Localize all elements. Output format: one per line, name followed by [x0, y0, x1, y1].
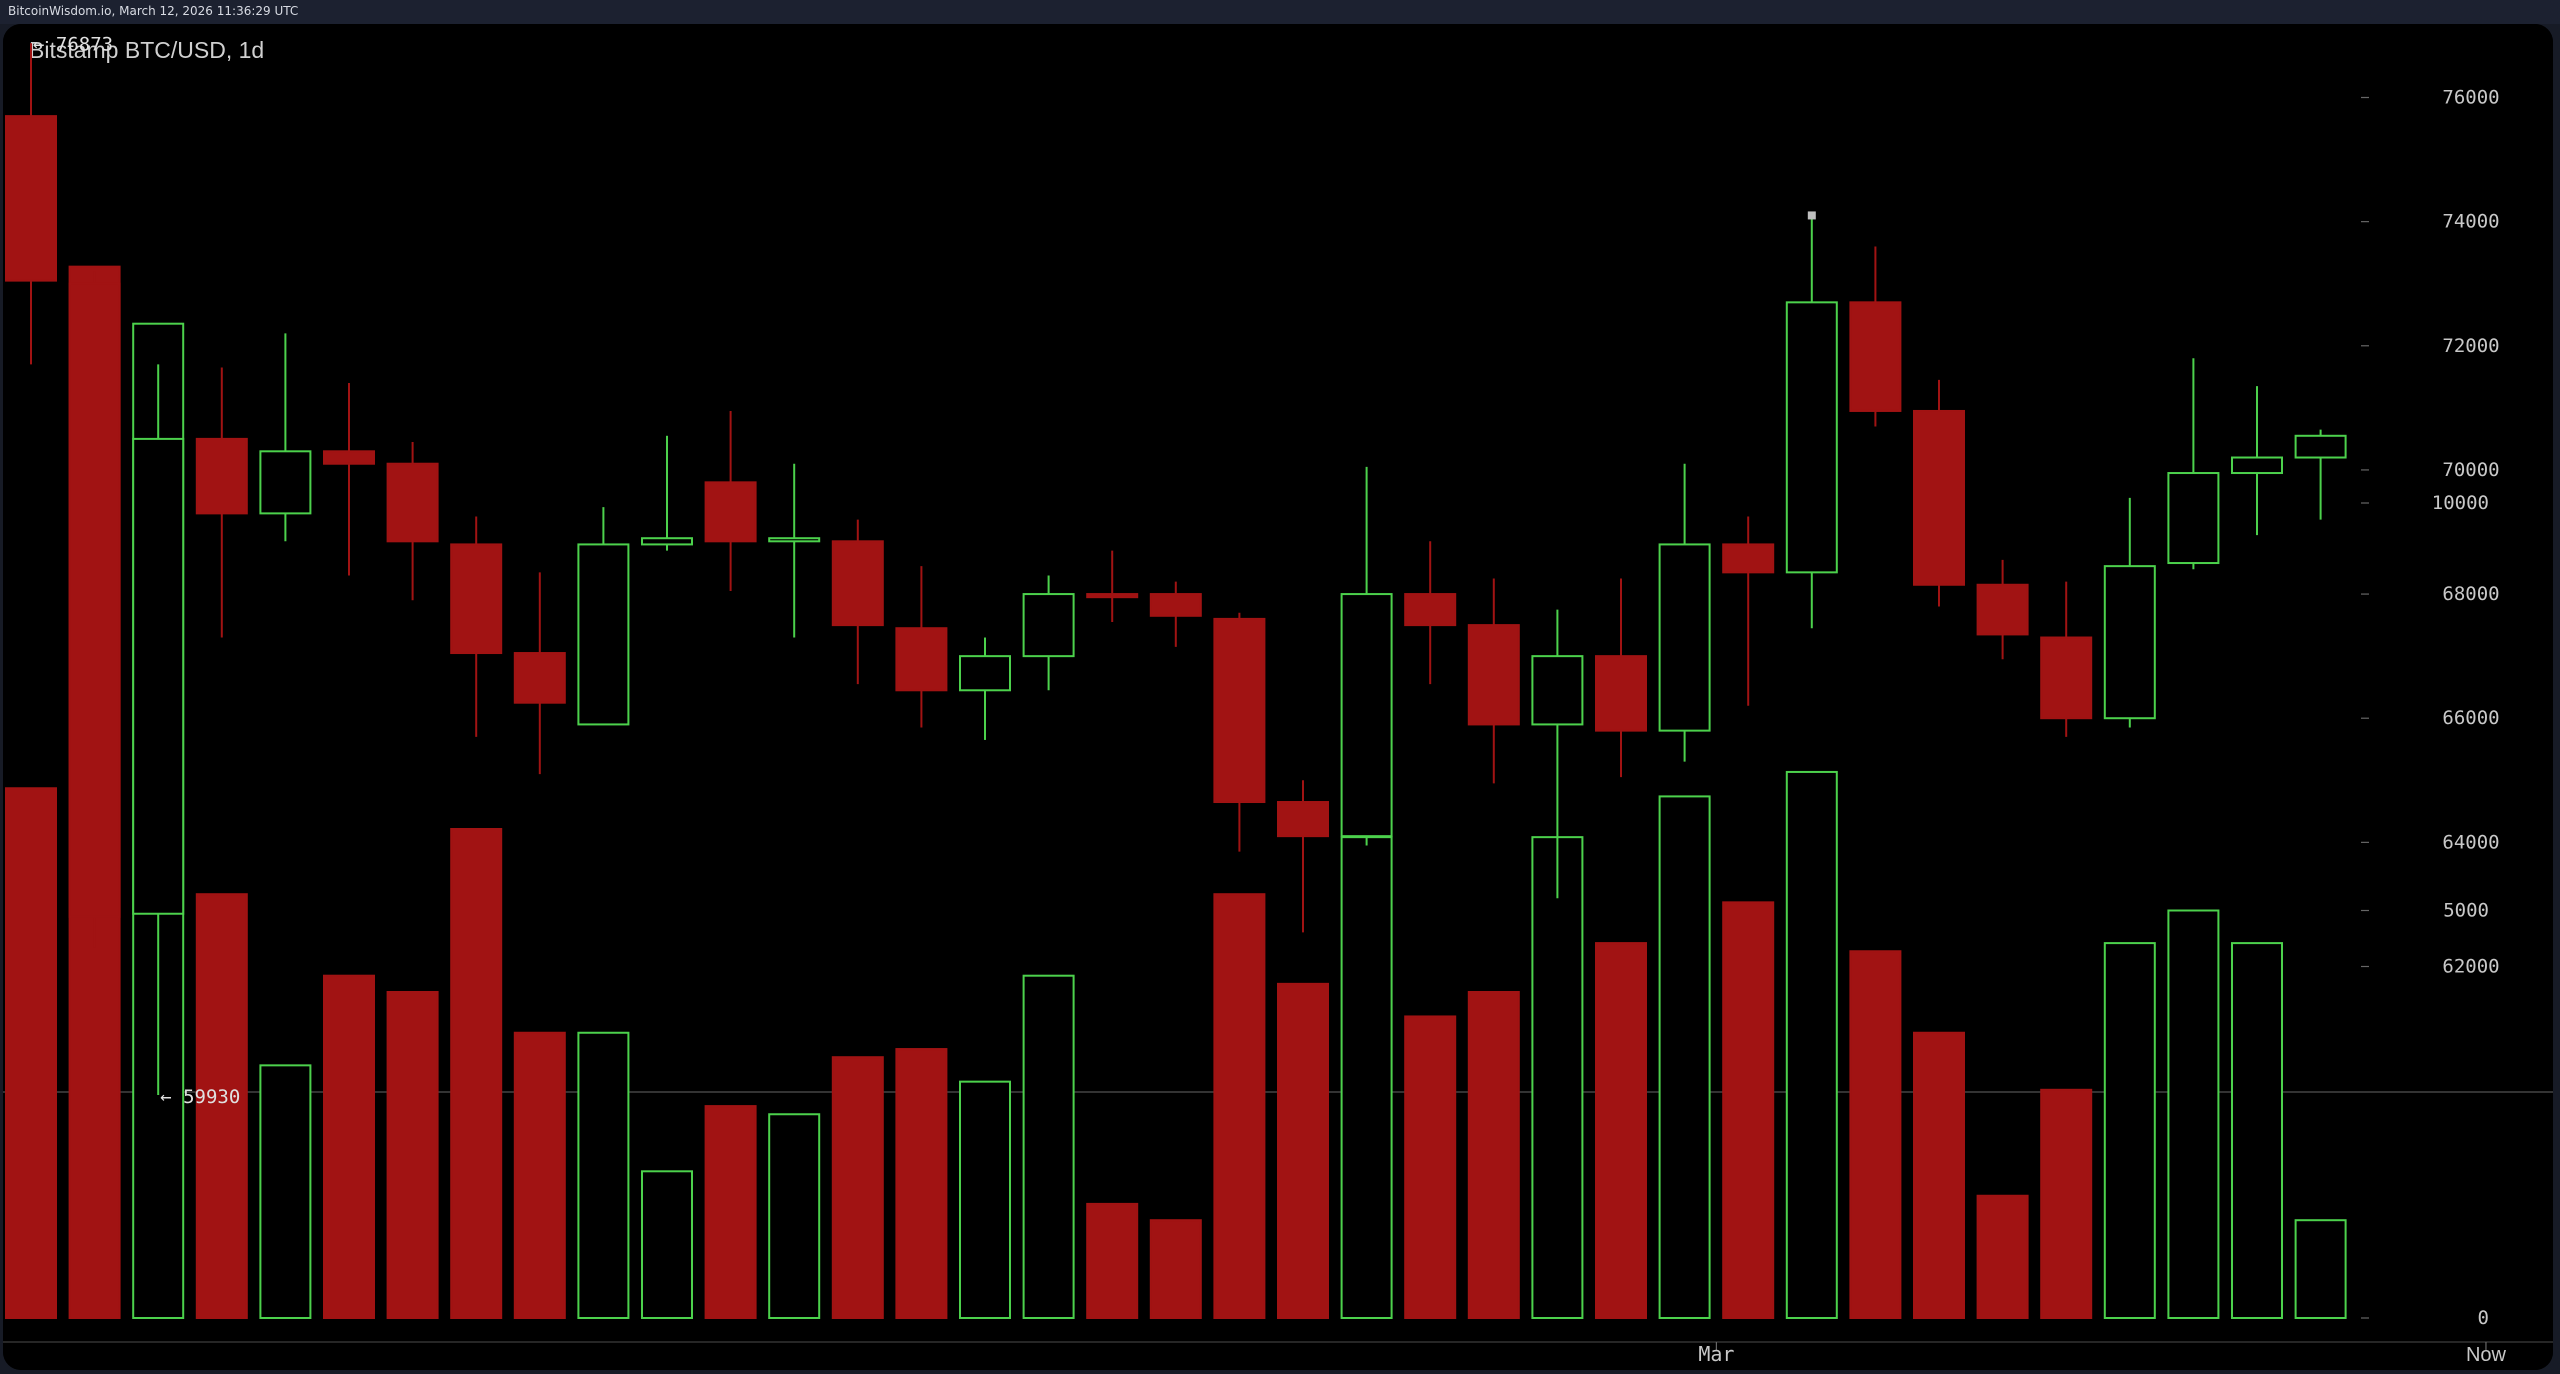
top-status-bar: BitcoinWisdom.io, March 12, 2026 11:36:2… — [0, 0, 2560, 24]
price-tick-label: 70000 — [2442, 459, 2499, 481]
chart-title: Bitstamp BTC/USD, 1d — [29, 37, 264, 63]
volume-bar — [1913, 1031, 1965, 1319]
candle-body — [259, 450, 312, 515]
volume-bar — [1149, 1219, 1202, 1319]
candle-body — [704, 481, 757, 543]
price-tick-label: 72000 — [2442, 335, 2499, 357]
candlestick-chart[interactable]: Bitstamp BTC/USD, 1d 76000 74000 72000 7000… — [3, 24, 2553, 1370]
candle-body — [1404, 593, 1457, 627]
price-tick-label: 74000 — [2442, 211, 2499, 233]
candle-body — [1849, 301, 1902, 412]
low-price-label: ← 59930 — [160, 1086, 240, 1108]
candle-body — [1785, 301, 1838, 574]
candle-body — [2103, 565, 2156, 720]
volume-tick-label: 10000 — [2432, 492, 2489, 514]
volume-bar — [831, 1056, 884, 1319]
candles — [5, 43, 2347, 1095]
volume-bar — [959, 1080, 1011, 1320]
candle-body — [386, 462, 439, 543]
volume-bar — [259, 1064, 312, 1319]
price-tick-label: 64000 — [2442, 831, 2499, 853]
candle-body — [1149, 593, 1202, 617]
volume-bar — [1722, 901, 1775, 1319]
volume-bar — [577, 1031, 630, 1319]
volume-bar — [1785, 770, 1838, 1319]
price-tick-label: 62000 — [2442, 956, 2499, 978]
candle-body — [1340, 593, 1393, 838]
price-tick-label: 68000 — [2442, 583, 2499, 605]
candle-body — [895, 627, 948, 692]
volume-bar — [2040, 1088, 2093, 1320]
volume-bar — [2231, 942, 2283, 1319]
price-tick-label: 66000 — [2442, 707, 2499, 729]
volume-bar — [450, 828, 503, 1319]
volume-bar — [1658, 795, 1711, 1319]
candle-body — [641, 537, 693, 546]
volume-bar — [641, 1170, 693, 1320]
volume-bar — [704, 1105, 757, 1319]
price-tick-label: 76000 — [2442, 87, 2499, 109]
candle-body — [1467, 624, 1520, 726]
high-price-label: ← 76873 — [33, 33, 113, 55]
candle-body — [768, 537, 821, 543]
candle-body — [132, 437, 185, 915]
volume-bar — [1531, 836, 1584, 1320]
candle-body — [1531, 655, 1584, 726]
volume-bar — [895, 1048, 948, 1320]
time-tick-label: Mar — [1698, 1342, 1734, 1366]
candle-body — [831, 540, 884, 627]
candle-body — [2040, 636, 2093, 720]
candle-body — [1022, 593, 1075, 658]
candle-body — [1658, 543, 1711, 732]
volume-bar — [386, 991, 439, 1319]
candle-body — [1277, 801, 1329, 838]
price-axis: 76000 74000 72000 70000 68000 66000 64000 62000 — [2361, 87, 2500, 978]
chart-panel[interactable]: Bitstamp BTC/USD, 1d 76000 74000 72000 7000… — [3, 24, 2553, 1370]
volume-tick-label: 5000 — [2443, 900, 2489, 922]
volume-bar — [1849, 950, 1902, 1319]
candle-body — [5, 115, 57, 282]
volume-bar — [513, 1031, 566, 1319]
volume-axis: 10000 5000 0 — [2361, 492, 2489, 1329]
volume-bar — [2103, 942, 2156, 1319]
candle-body — [959, 655, 1011, 692]
volume-bar — [1595, 942, 1647, 1319]
volume-bar — [195, 893, 248, 1319]
candle-body — [1213, 617, 1266, 804]
volume-bar — [323, 974, 375, 1319]
candle-body — [1976, 583, 2029, 636]
time-axis: Mar Now — [1698, 1342, 2507, 1366]
candle-body — [2167, 472, 2220, 565]
candle-body — [577, 543, 630, 726]
source-timestamp: BitcoinWisdom.io, March 12, 2026 11:36:2… — [8, 4, 299, 18]
volume-bar — [1467, 991, 1520, 1319]
candle-body — [323, 450, 375, 465]
candle-body — [1595, 655, 1647, 732]
volume-bar — [1086, 1202, 1139, 1320]
volume-bar — [1976, 1194, 2029, 1319]
candle-body — [2294, 434, 2347, 459]
time-tick-label: Now — [2466, 1344, 2507, 1366]
peak-marker — [1807, 211, 1816, 220]
extreme-labels: ← 76873 ← 59930 — [33, 33, 240, 1108]
candle-body — [195, 437, 248, 515]
candle-body — [2231, 456, 2283, 475]
volume-bar — [1022, 974, 1075, 1319]
volume-tick-label: 0 — [2478, 1307, 2489, 1329]
volume-bar — [1277, 982, 1329, 1319]
volume-bar — [768, 1113, 821, 1319]
volume-bar — [1213, 893, 1266, 1319]
volume-bar — [1404, 1015, 1457, 1319]
candle-body — [1722, 543, 1775, 574]
volume-bar — [1340, 836, 1393, 1320]
candle-body — [1086, 593, 1139, 599]
volume-bar — [2167, 909, 2220, 1319]
candle-body — [68, 282, 121, 918]
volume-bar — [2294, 1219, 2347, 1319]
candle-body — [450, 543, 503, 655]
candle-body — [1913, 409, 1965, 586]
candle-body — [513, 652, 566, 704]
volume-bar — [5, 787, 57, 1319]
